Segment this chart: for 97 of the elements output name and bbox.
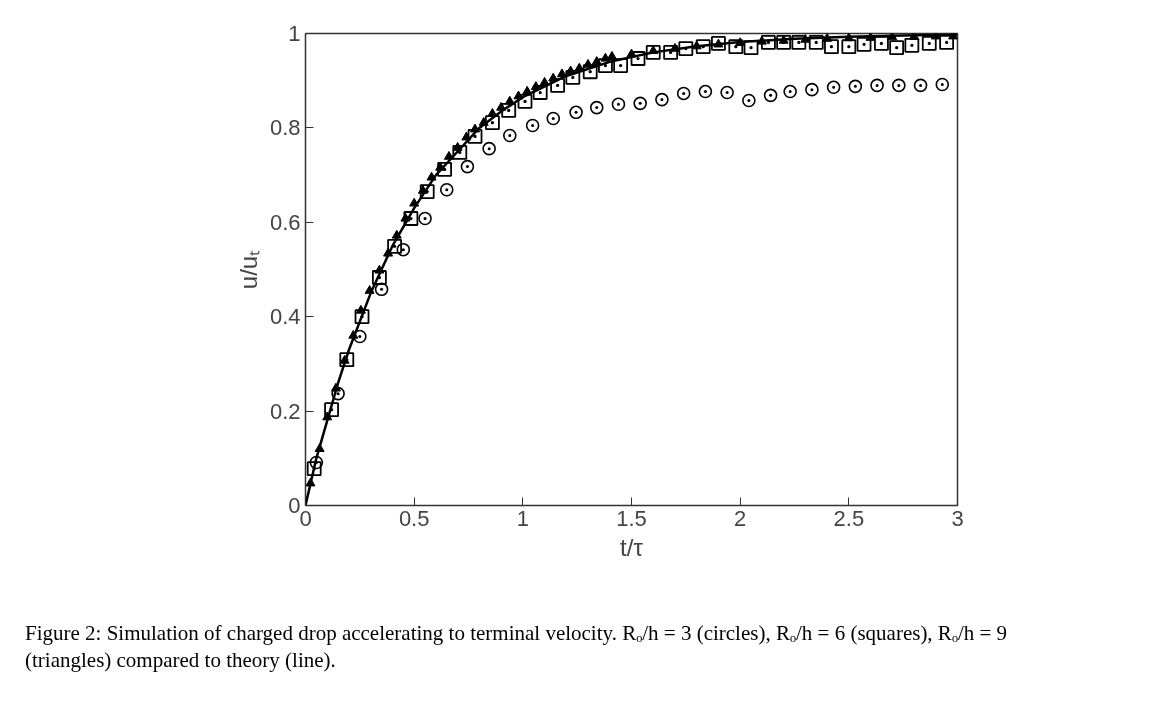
point — [826, 80, 841, 95]
point — [309, 455, 324, 470]
point — [841, 39, 857, 55]
point — [460, 159, 475, 174]
point — [439, 182, 454, 197]
point — [742, 93, 756, 108]
point — [353, 329, 367, 344]
point — [522, 85, 533, 95]
point — [546, 111, 561, 126]
point — [776, 35, 792, 50]
point — [532, 85, 548, 100]
point — [419, 184, 435, 200]
point — [565, 70, 581, 85]
point — [306, 461, 322, 477]
point — [892, 78, 906, 93]
point — [482, 141, 496, 156]
y-tick-label: 1 — [288, 21, 301, 46]
point — [678, 41, 694, 56]
point — [354, 309, 370, 325]
point — [550, 78, 566, 93]
caption: Figure 2: Simulation of charged drop accelerating to terminal velocity. Rₒ/h = 3 (circles), Rₒ/h = 6 (squares), Rₒ/h = 9 (triangles) compared to theory (line). — [25, 620, 1009, 675]
point — [939, 35, 955, 50]
y-tick-label: 0.4 — [269, 304, 301, 330]
point — [387, 238, 403, 254]
y-tick-label: 0.8 — [269, 115, 301, 141]
point — [874, 36, 889, 51]
point — [502, 128, 517, 143]
point — [728, 39, 744, 55]
y-tick-label: 0.6 — [269, 209, 301, 235]
point — [613, 58, 629, 73]
point — [525, 118, 540, 133]
point — [371, 270, 387, 285]
point — [324, 402, 339, 418]
x-axis-title: t/τ — [620, 533, 644, 561]
point — [824, 39, 839, 55]
line-series — [305, 33, 958, 506]
point — [548, 72, 559, 82]
point — [504, 95, 515, 105]
x-tick-label: 1.5 — [616, 505, 647, 531]
point — [870, 78, 884, 93]
point — [589, 100, 604, 115]
x-tick-label: 3 — [951, 505, 964, 531]
point — [630, 51, 646, 66]
point — [374, 282, 389, 297]
point — [485, 115, 500, 131]
point — [761, 35, 776, 50]
x-tick-label: 1 — [516, 505, 529, 531]
x-tick-label: 2.5 — [833, 505, 865, 531]
point — [676, 86, 691, 101]
point — [935, 77, 950, 92]
x-tick-label: 0.5 — [398, 505, 430, 531]
point — [583, 58, 594, 68]
point — [808, 35, 824, 50]
point — [763, 88, 778, 103]
point — [598, 58, 613, 73]
point — [783, 84, 797, 99]
point — [409, 197, 420, 207]
point — [913, 78, 928, 93]
point — [805, 82, 819, 97]
point — [396, 242, 411, 257]
point — [418, 211, 432, 226]
point — [331, 386, 345, 401]
point — [339, 352, 355, 368]
point — [539, 76, 550, 86]
point — [452, 145, 468, 160]
y-axis-title: u/uₜ — [234, 249, 262, 290]
point — [720, 85, 734, 100]
point — [663, 44, 679, 60]
point — [530, 81, 541, 90]
point — [513, 90, 524, 100]
point — [695, 39, 711, 55]
point — [611, 97, 626, 112]
point — [437, 162, 452, 177]
x-tick-label: 2 — [734, 505, 747, 531]
point — [633, 96, 647, 111]
point — [591, 56, 602, 65]
point — [655, 92, 669, 107]
point — [355, 304, 366, 314]
point — [948, 33, 958, 40]
point — [645, 44, 661, 60]
point — [403, 211, 419, 226]
point — [517, 94, 533, 109]
point — [467, 129, 483, 144]
point — [791, 35, 807, 50]
point — [904, 37, 920, 53]
point — [496, 101, 507, 111]
point — [743, 40, 759, 56]
point — [698, 84, 713, 99]
point — [461, 131, 472, 141]
point — [889, 40, 905, 56]
point — [569, 105, 583, 120]
point — [921, 36, 937, 51]
point — [848, 79, 863, 94]
point — [856, 36, 872, 52]
point — [582, 64, 598, 80]
y-tick-label: 0.2 — [269, 398, 301, 424]
point — [501, 103, 517, 118]
